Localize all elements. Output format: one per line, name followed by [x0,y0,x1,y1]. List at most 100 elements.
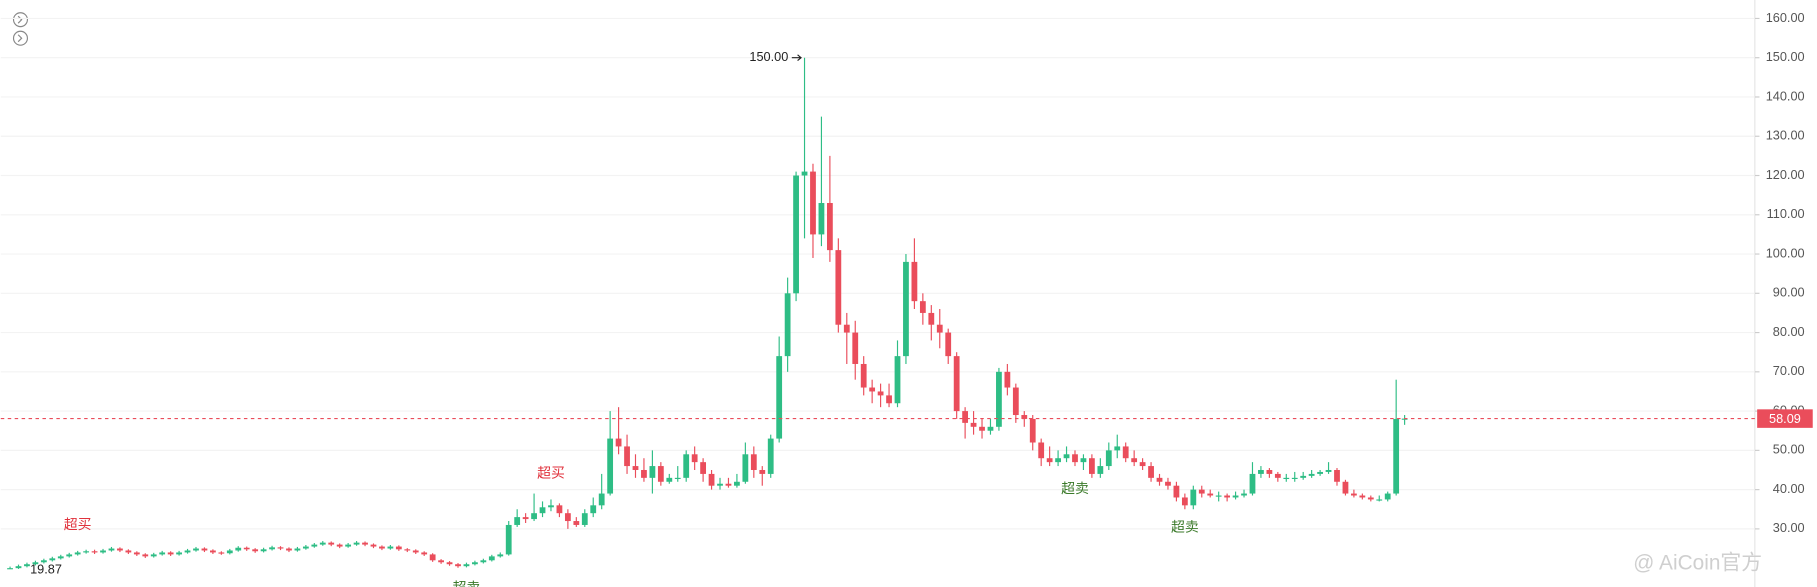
candle-body [1088,458,1095,474]
candle-body [742,454,749,482]
candle-body [556,505,563,514]
max-label: 150.00 [749,49,788,64]
candle-body [1012,387,1019,416]
candle-body [142,554,149,557]
candle-body [734,481,740,486]
candle-body [1249,473,1256,494]
candle-body [83,551,90,553]
candle-body [666,477,673,482]
y-tick-label: 140.00 [1766,88,1805,103]
candle-body [564,513,571,522]
max-arrow [791,54,802,62]
candle-body [117,548,123,551]
candle-body [1241,493,1247,496]
candle-body [1359,495,1366,498]
candle-body [725,483,732,486]
candle-body [505,524,512,555]
signal-label: 超卖 [453,579,481,587]
candle-body [708,473,715,486]
candle-body [286,548,292,551]
candle-body [1291,477,1298,480]
y-tick-label: 90.00 [1773,285,1805,300]
candle-body [1224,495,1231,498]
candle-body [869,387,876,392]
candle-body [1173,485,1180,498]
candle-body [784,293,791,357]
candle-body [7,568,13,570]
candle-body [201,548,208,551]
candle-body [1317,471,1323,474]
signal-label: 超卖 [1061,480,1089,496]
candle-body [319,542,326,545]
candle-body [996,371,1002,427]
candle-body [226,550,233,554]
candle-body [649,466,656,478]
candle-body [429,554,436,561]
candle-body [387,546,394,549]
candle-body [911,261,918,302]
candle-body [522,517,529,520]
candle-body [759,469,766,474]
candle-body [717,483,723,486]
candle-body [497,554,504,557]
candle-body [1105,450,1112,467]
candle-body [581,513,588,525]
nav-icon [17,34,23,43]
candle-body [210,550,216,553]
last-price-label: 58.09 [1769,411,1801,426]
candle-body [1038,442,1045,459]
candle-body [826,202,833,251]
candle-body [1063,454,1070,459]
candle-body [590,505,597,514]
candle-body [252,549,259,552]
candle-body [657,466,664,482]
candle-body [133,552,140,555]
candle-body [1181,497,1188,506]
candle-body [15,566,22,569]
candle-body [404,549,411,551]
signal-label: 超卖 [1171,518,1199,534]
candle-body [395,546,402,550]
candle-body [1122,446,1129,459]
candle-body [100,550,106,553]
candle-body [877,391,884,396]
candle-body [336,544,343,547]
candle-body [903,261,909,357]
candle-body [1097,466,1104,474]
candle-body [928,312,935,325]
y-tick-label: 150.00 [1766,49,1805,64]
candles [7,57,1408,570]
candle-body [624,446,630,467]
candle-body [1190,489,1197,506]
y-tick-label: 50.00 [1773,442,1805,457]
candle-body [674,477,681,480]
candle-body [159,552,166,555]
y-tick-label: 130.00 [1766,128,1805,143]
nav-icon [17,15,23,24]
candle-body [1029,418,1036,443]
candle-body [1080,458,1087,463]
candle-body [421,552,428,555]
candle-body [1384,493,1391,500]
candle-body [446,562,453,565]
nav-button[interactable] [12,12,28,28]
candle-body [463,564,470,567]
candle-body [184,550,191,553]
candle-body [311,544,318,547]
candle-body [1139,462,1146,467]
y-tick-label: 100.00 [1766,245,1805,260]
candle-body [345,544,352,547]
candle-body [277,547,284,549]
nav-button[interactable] [12,30,28,46]
candle-body [632,466,639,470]
candle-body [370,544,377,547]
candle-body [125,550,132,553]
candle-body [1351,493,1357,496]
y-tick-label: 120.00 [1766,167,1805,182]
candle-body [641,469,647,478]
candle-body [1131,458,1138,463]
candle-body [1207,493,1214,496]
candle-body [1004,371,1011,388]
candle-body [24,564,30,567]
